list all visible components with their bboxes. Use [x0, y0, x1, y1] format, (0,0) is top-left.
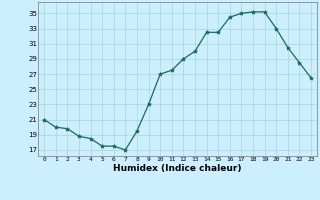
X-axis label: Humidex (Indice chaleur): Humidex (Indice chaleur) — [113, 164, 242, 173]
